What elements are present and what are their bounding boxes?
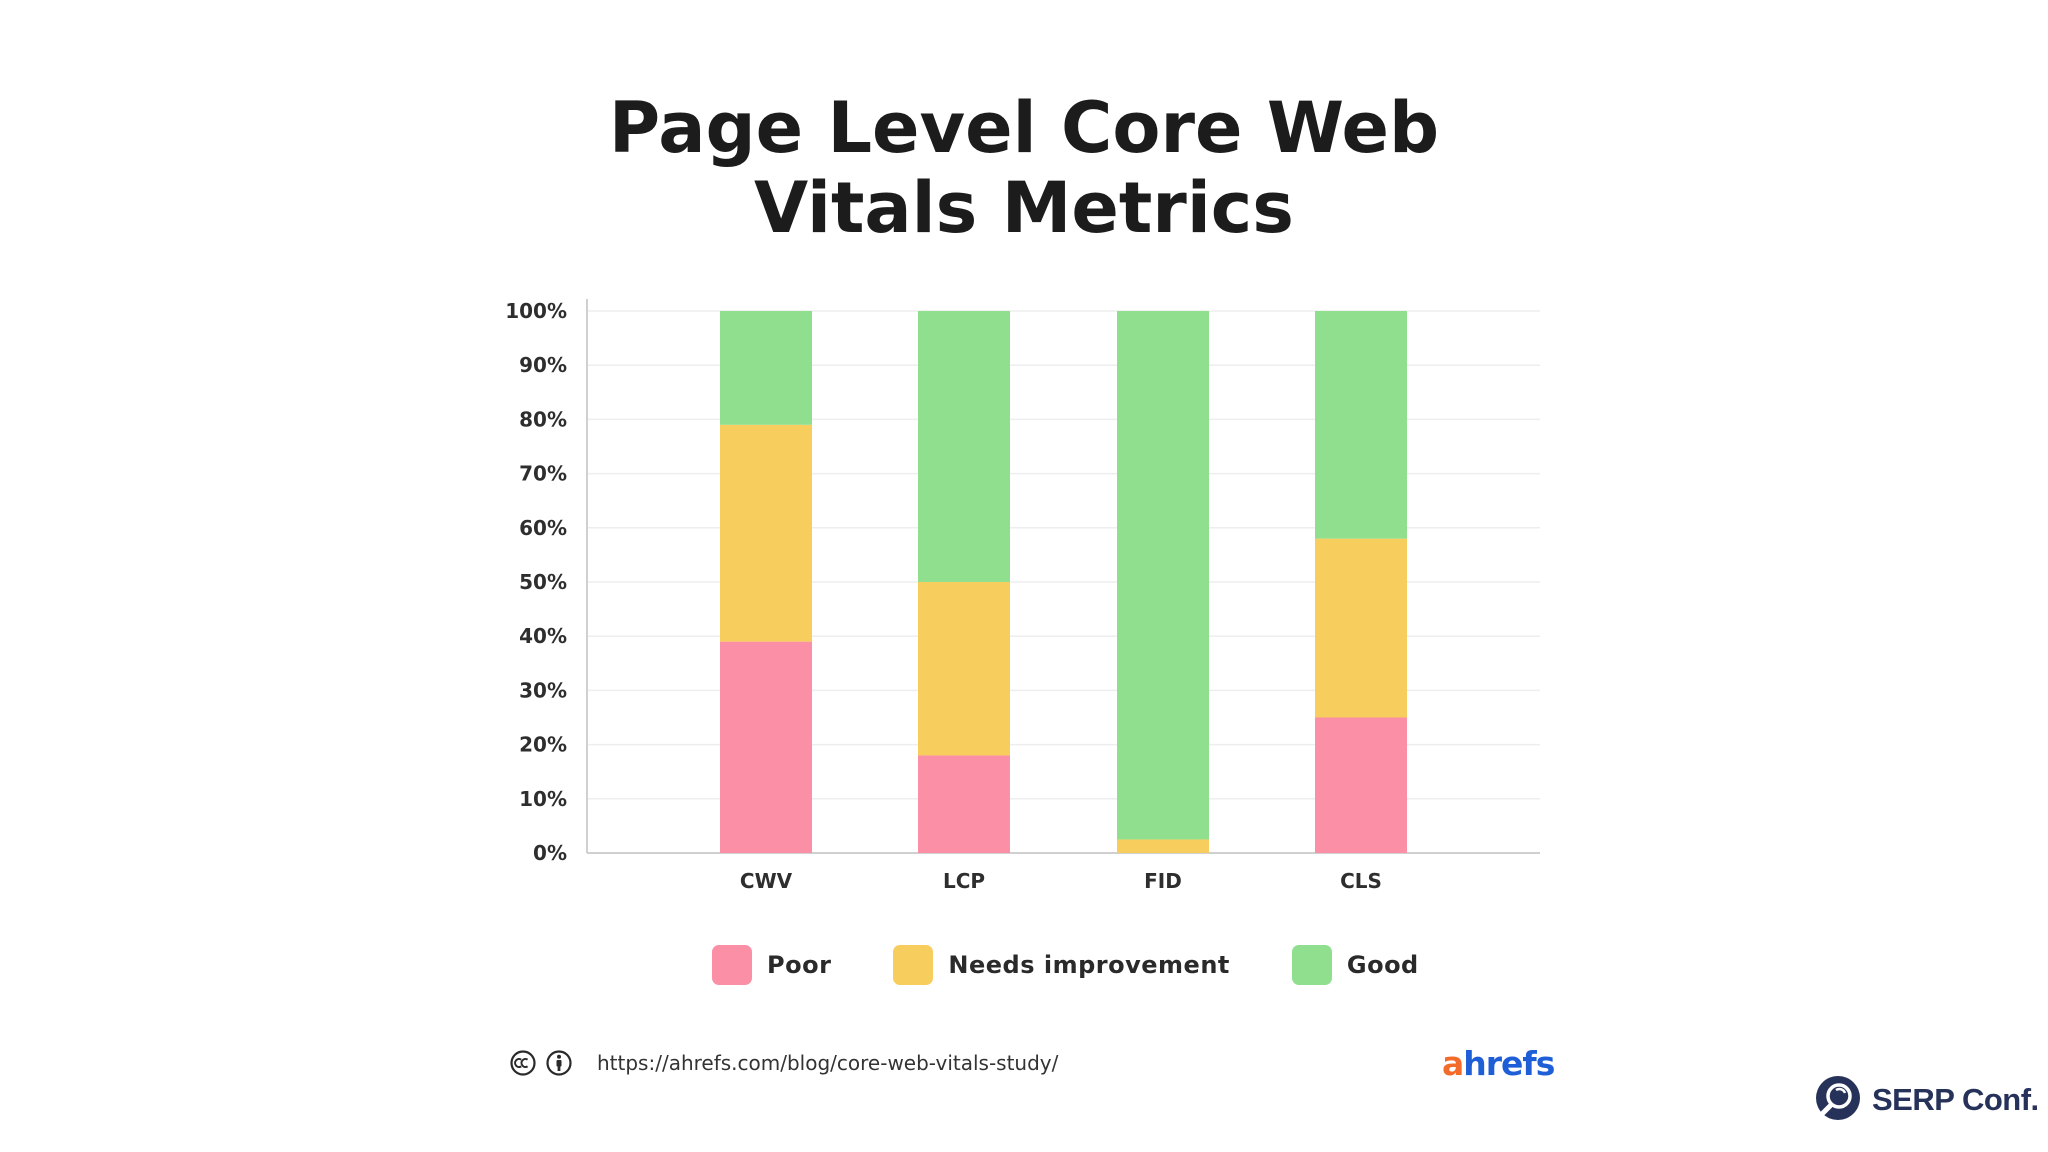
legend-label-poor: Poor xyxy=(767,951,832,979)
source-footer: https://ahrefs.com/blog/core-web-vitals-… xyxy=(509,1046,1058,1080)
creative-commons-icon xyxy=(509,1049,537,1077)
bar-segment-cls-good xyxy=(1315,311,1407,539)
y-tick-label: 0% xyxy=(533,841,567,865)
bar-segment-lcp-poor xyxy=(918,755,1010,853)
bar-segment-lcp-good xyxy=(918,311,1010,582)
legend-item-poor: Poor xyxy=(712,945,831,985)
bar-segment-cwv-needs-improvement xyxy=(720,424,812,642)
y-tick-label: 60% xyxy=(519,516,567,540)
serp-conf-logo: SERP Conf. xyxy=(1812,1072,2039,1128)
bar-segment-cwv-poor xyxy=(720,641,812,853)
y-tick-label: 50% xyxy=(519,570,567,594)
legend-swatch-needs-improvement xyxy=(893,945,934,985)
y-tick-label: 20% xyxy=(519,733,567,757)
x-tick-label: CLS xyxy=(1340,869,1382,893)
legend-swatch-poor xyxy=(712,945,752,985)
y-tick-label: 90% xyxy=(519,353,567,377)
legend-label-good: Good xyxy=(1346,951,1419,979)
legend-label-needs-improvement: Needs improvement xyxy=(948,951,1230,979)
x-tick-label: CWV xyxy=(740,869,793,893)
chart-legend: Poor Needs improvement Good xyxy=(712,943,1481,987)
bar-segment-lcp-needs-improvement xyxy=(918,582,1010,756)
chart-title: Page Level Core Web Vitals Metrics xyxy=(0,88,2048,248)
legend-item-needs-improvement: Needs improvement xyxy=(893,945,1229,985)
legend-swatch-good xyxy=(1291,945,1332,985)
ahrefs-logo-rest: hrefs xyxy=(1463,1044,1555,1083)
chart-title-line-2: Vitals Metrics xyxy=(754,167,1294,249)
legend-item-good: Good xyxy=(1291,945,1419,985)
attribution-icon xyxy=(545,1049,573,1077)
bar-segment-cls-needs-improvement xyxy=(1315,538,1407,718)
serp-conf-mark-icon xyxy=(1812,1072,1864,1128)
y-tick-label: 100% xyxy=(505,299,567,323)
ahrefs-logo: ahrefs xyxy=(1442,1044,1555,1083)
serp-conf-text: SERP Conf. xyxy=(1872,1082,2039,1117)
chart-title-line-1: Page Level Core Web xyxy=(608,87,1440,169)
source-url-link[interactable]: https://ahrefs.com/blog/core-web-vitals-… xyxy=(597,1051,1059,1075)
bar-segment-fid-needs-improvement xyxy=(1117,839,1209,853)
x-tick-label: FID xyxy=(1144,869,1182,893)
ahrefs-logo-a: a xyxy=(1442,1044,1464,1083)
bar-segment-fid-good xyxy=(1117,311,1209,840)
y-tick-label: 30% xyxy=(519,678,567,702)
stacked-bar-chart: 0% 10% 20% 30% 40% 50% 60% 70% 80% 90% 100% CWV LCP F… xyxy=(505,299,1540,893)
y-tick-label: 40% xyxy=(519,624,567,648)
x-tick-label: LCP xyxy=(943,869,985,893)
bar-segment-cwv-good xyxy=(720,311,812,425)
y-tick-label: 70% xyxy=(519,462,567,486)
y-tick-label: 80% xyxy=(519,407,567,431)
bar-segment-cls-poor xyxy=(1315,717,1407,853)
y-tick-label: 10% xyxy=(519,787,567,811)
